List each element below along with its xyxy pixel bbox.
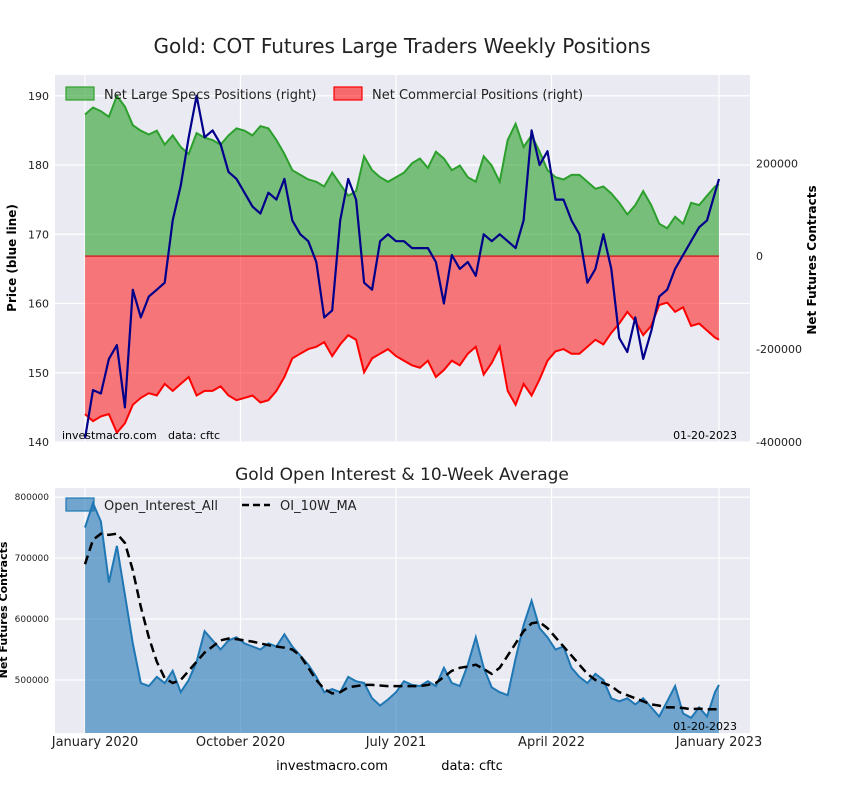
bottom-x-tick-label: January 2023 [675, 735, 763, 750]
top-date-stamp: 01-20-2023 [673, 429, 737, 442]
legend-swatch-open-interest [65, 497, 95, 512]
open-interest-area [85, 503, 719, 733]
price-line [83, 94, 721, 439]
top-left-tick-label: 190 [28, 90, 49, 103]
net-large-specs-line [84, 93, 720, 230]
bottom-x-tick-label: January 2020 [51, 735, 139, 750]
top-left-tick-label: 150 [28, 367, 49, 380]
open-interest-line [84, 500, 720, 720]
bottom-x-ticks: January 2020 October 2020 July 2021 April 2… [51, 735, 763, 750]
top-right-y-ticks: 200000 0 -200000 -400000 [756, 157, 802, 449]
top-watermark-data: data: cftc [168, 429, 220, 442]
top-left-y-ticks: 190 180 170 160 150 140 [28, 90, 49, 449]
footer-data: data: cftc [441, 759, 503, 774]
top-area-series [83, 93, 721, 439]
bottom-y-ticks: 800000 700000 600000 500000 [15, 493, 50, 686]
top-right-tick-label: -200000 [756, 343, 802, 356]
bottom-area-series [83, 500, 720, 733]
top-left-tick-label: 180 [28, 159, 49, 172]
top-watermark-site: investmacro.com [62, 429, 157, 442]
top-left-tick-label: 170 [28, 228, 49, 241]
top-right-tick-label: 0 [756, 250, 763, 263]
bottom-x-tick-label: October 2020 [196, 735, 285, 750]
legend-label-open-interest: Open_Interest_All [104, 499, 218, 514]
bottom-x-tick-label: April 2022 [518, 735, 585, 750]
net-large-specs-area [85, 95, 719, 257]
top-left-tick-label: 140 [28, 436, 49, 449]
top-legend: Net Large Specs Positions (right) Net Co… [65, 86, 583, 103]
legend-label-net-commercial: Net Commercial Positions (right) [372, 88, 583, 103]
net-commercial-line [84, 301, 720, 435]
oi-10w-ma-line [83, 532, 720, 712]
legend-swatch-net-large-specs [65, 86, 95, 101]
footer-site: investmacro.com [276, 759, 388, 774]
bottom-date-stamp: 01-20-2023 [673, 720, 737, 733]
legend-label-oi-10w-ma: OI_10W_MA [280, 499, 357, 514]
bottom-y-tick-label: 700000 [15, 554, 50, 564]
bottom-y-tick-label: 600000 [15, 615, 50, 625]
bottom-y-axis-label: Net Futures Contracts [0, 541, 10, 678]
top-left-tick-label: 160 [28, 298, 49, 311]
top-left-y-axis-label: Price (blue line) [5, 204, 19, 312]
top-right-y-axis-label: Net Futures Contracts [805, 185, 819, 334]
bottom-chart-title: Gold Open Interest & 10-Week Average [235, 465, 569, 485]
net-commercial-area [85, 256, 719, 433]
top-panel: Gold: COT Futures Large Traders Weekly P… [5, 34, 819, 449]
legend-label-net-large-specs: Net Large Specs Positions (right) [104, 88, 316, 103]
legend-swatch-net-commercial [333, 86, 363, 101]
bottom-legend: Open_Interest_All OI_10W_MA [65, 497, 357, 514]
top-right-tick-label: -400000 [756, 436, 802, 449]
top-right-tick-label: 200000 [756, 157, 798, 170]
bottom-y-tick-label: 800000 [15, 493, 50, 503]
bottom-y-tick-label: 500000 [15, 676, 50, 686]
bottom-panel: Gold Open Interest & 10-Week Average 800… [0, 465, 762, 750]
top-chart-title: Gold: COT Futures Large Traders Weekly P… [153, 34, 650, 58]
bottom-x-tick-label: July 2021 [365, 735, 427, 750]
